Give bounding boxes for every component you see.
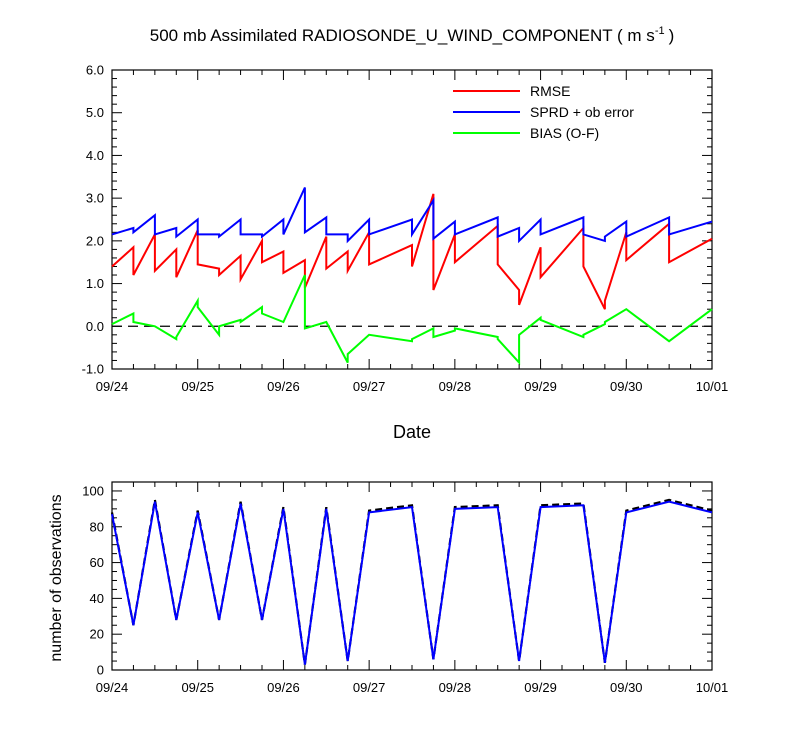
bottom-y-tick-label: 40: [90, 591, 104, 606]
top-y-tick-label: 6.0: [86, 63, 104, 78]
top-x-tick-label: 09/30: [610, 379, 643, 394]
top-y-tick-label: 3.0: [86, 191, 104, 206]
bottom-x-tick-label: 09/27: [353, 680, 386, 695]
bottom-x-tick-label: 09/26: [267, 680, 300, 695]
bottom-x-tick-label: 09/30: [610, 680, 643, 695]
chart-title: 500 mb Assimilated RADIOSONDE_U_WIND_COM…: [150, 25, 675, 45]
bottom-series-observations-possible: [110, 498, 713, 665]
bottom-y-tick-label: 60: [90, 555, 104, 570]
top-series-bias-o-f: [111, 274, 713, 366]
bottom-x-tick-label: 09/24: [96, 680, 129, 695]
bottom-chart: 09/24 09/25 09/26 09/27 09/28 09/29 09/30 10/01…: [82, 481, 729, 695]
top-y-tick-label: -1.0: [82, 362, 104, 377]
top-y-tick-label: 2.0: [86, 233, 104, 248]
bottom-y-tick-label: 20: [90, 627, 104, 642]
top-x-tick-label: 09/25: [181, 379, 214, 394]
top-x-tick-label: 09/24: [96, 379, 129, 394]
bottom-y-tick-label: 80: [90, 519, 104, 534]
bottom-x-tick-label: 09/25: [181, 680, 214, 695]
top-x-tick-label: 10/01: [696, 379, 729, 394]
bottom-y-tick-label: 0: [97, 663, 104, 678]
title-suffix: ): [669, 26, 675, 45]
title-unit-exponent: -1: [655, 25, 665, 37]
top-x-tick-label: 09/26: [267, 379, 300, 394]
top-x-tick-label: 09/27: [353, 379, 386, 394]
top-chart: 09/24 09/25 09/26 09/27 09/28 09/29 09/30 10/01…: [82, 63, 729, 395]
top-series-sprd-ob-error: [111, 187, 713, 244]
bottom-x-tick-label: 10/01: [696, 680, 729, 695]
bottom-x-tick-label: 09/28: [439, 680, 472, 695]
top-y-tick-label: 4.0: [86, 148, 104, 163]
legend-label: RMSE: [530, 83, 570, 99]
legend-label: BIAS (O-F): [530, 125, 599, 141]
top-series-rmse: [111, 193, 713, 310]
top-x-tick-label: 09/29: [524, 379, 557, 394]
top-x-axis-label: Date: [393, 422, 431, 442]
top-y-tick-label: 1.0: [86, 276, 104, 291]
top-y-tick-label: 5.0: [86, 105, 104, 120]
top-y-tick-label: 0.0: [86, 319, 104, 334]
bottom-x-tick-label: 09/29: [524, 680, 557, 695]
top-x-tick-label: 09/28: [439, 379, 472, 394]
bottom-y-axis-label: number of observations: [48, 494, 65, 661]
title-main: 500 mb Assimilated RADIOSONDE_U_WIND_COM…: [150, 26, 655, 45]
bottom-series-observations-used: [111, 500, 713, 665]
bottom-y-tick-label: 100: [82, 483, 104, 498]
legend-label: SPRD + ob error: [530, 104, 634, 120]
